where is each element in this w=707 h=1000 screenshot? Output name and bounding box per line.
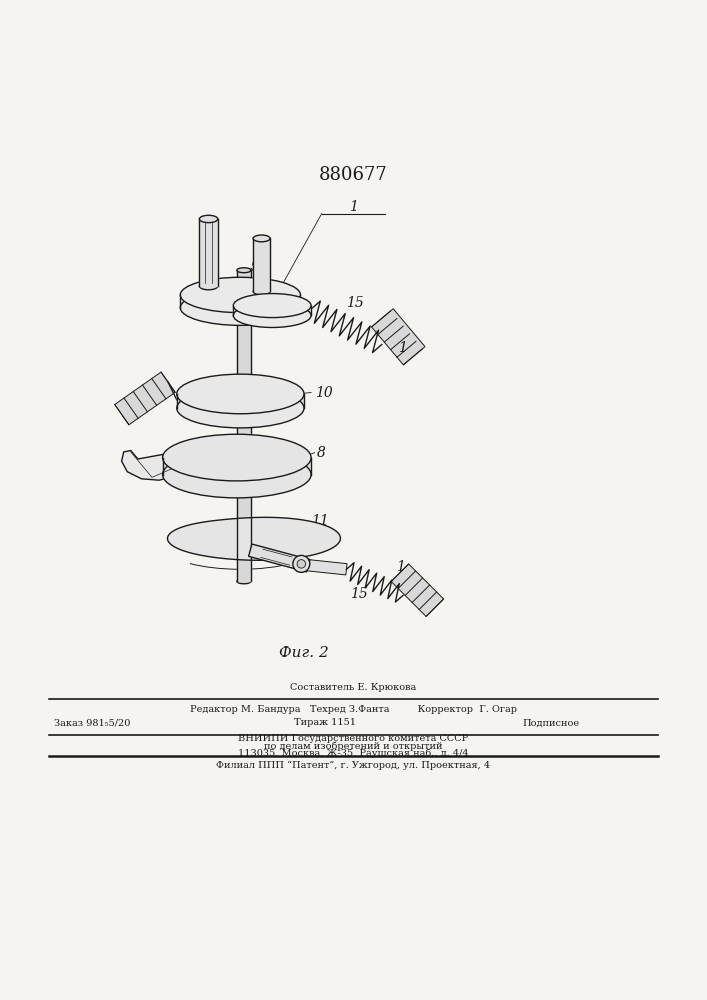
Polygon shape [122, 451, 184, 480]
Text: ВНИИПИ Государственного комитета СССР: ВНИИПИ Государственного комитета СССР [238, 734, 469, 743]
Ellipse shape [253, 288, 270, 295]
Text: Составитель Е. Крюкова: Составитель Е. Крюкова [291, 683, 416, 692]
Polygon shape [177, 394, 304, 408]
Ellipse shape [199, 215, 218, 223]
Text: 9: 9 [251, 260, 260, 274]
Polygon shape [180, 295, 300, 308]
Polygon shape [199, 219, 218, 286]
Text: 14: 14 [297, 542, 315, 556]
Text: 7: 7 [272, 311, 281, 325]
Polygon shape [249, 544, 310, 572]
Text: 8: 8 [317, 446, 326, 460]
Ellipse shape [180, 277, 300, 313]
Polygon shape [168, 517, 341, 560]
Polygon shape [115, 372, 175, 425]
Polygon shape [233, 306, 311, 315]
Polygon shape [237, 270, 251, 581]
Circle shape [297, 560, 305, 568]
Ellipse shape [163, 434, 311, 481]
Polygon shape [305, 559, 347, 575]
Ellipse shape [233, 303, 311, 327]
Polygon shape [253, 238, 270, 291]
Text: Редактор М. Бандура   Техред З.Фанта         Корректор  Г. Огар: Редактор М. Бандура Техред З.Фанта Корре… [190, 705, 517, 714]
Text: 1: 1 [349, 200, 358, 214]
Text: 15: 15 [350, 587, 368, 601]
Text: по делам изобретений и открытий: по делам изобретений и открытий [264, 741, 443, 751]
Ellipse shape [237, 579, 251, 584]
Text: Фиг. 2: Фиг. 2 [279, 646, 329, 660]
Text: Филиал ППП “Патент”, г. Ужгород, ул. Проектная, 4: Филиал ППП “Патент”, г. Ужгород, ул. Про… [216, 760, 491, 770]
Text: Заказ 981₅5/20: Заказ 981₅5/20 [54, 718, 130, 727]
Text: 113035, Москва, Ж-35, Раушская наб., д. 4/4: 113035, Москва, Ж-35, Раушская наб., д. … [238, 748, 469, 758]
Text: 1: 1 [398, 341, 407, 355]
Ellipse shape [163, 451, 311, 498]
Text: 15: 15 [346, 296, 364, 310]
Ellipse shape [177, 388, 304, 428]
Text: 11: 11 [311, 514, 329, 528]
Ellipse shape [180, 290, 300, 325]
Ellipse shape [199, 282, 218, 290]
Text: 880677: 880677 [319, 166, 388, 184]
Ellipse shape [253, 235, 270, 242]
Text: Подписное: Подписное [523, 718, 580, 727]
Text: 1: 1 [396, 560, 405, 574]
Polygon shape [163, 458, 311, 475]
Circle shape [293, 555, 310, 572]
Ellipse shape [237, 268, 251, 273]
Text: Тираж 1151: Тираж 1151 [294, 718, 356, 727]
Text: 10: 10 [315, 386, 332, 400]
Polygon shape [372, 309, 425, 365]
Ellipse shape [177, 374, 304, 414]
Polygon shape [391, 564, 443, 616]
Ellipse shape [233, 294, 311, 318]
